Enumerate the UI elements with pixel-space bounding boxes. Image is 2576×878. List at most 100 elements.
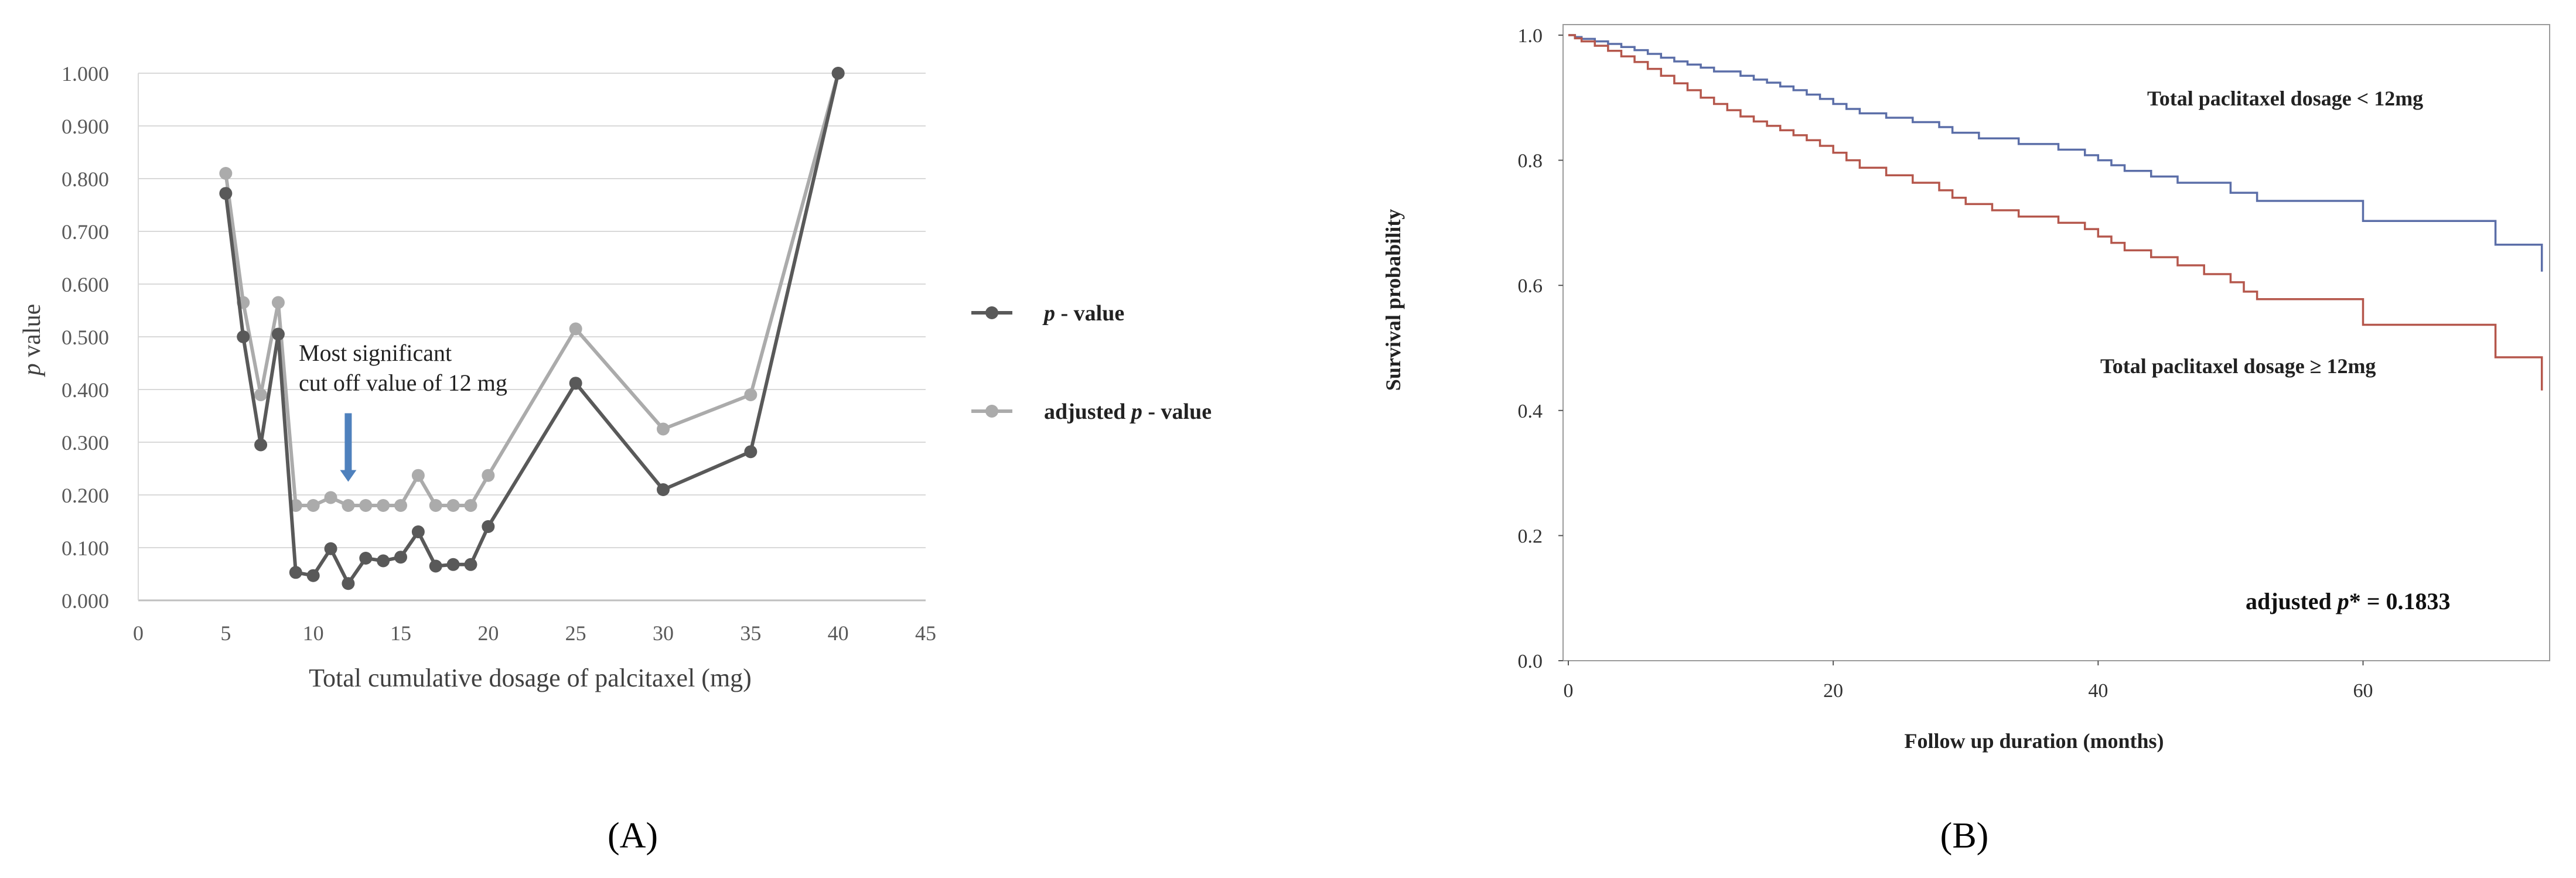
data-point [271, 296, 285, 309]
series-line [224, 73, 840, 507]
data-point [464, 558, 477, 571]
panel-b-y-tick-label: 0.6 [1518, 275, 1543, 297]
data-point [394, 499, 407, 512]
survival-curve-low-dosage [1568, 34, 2543, 272]
data-point [429, 559, 442, 573]
panel-b-survival-curves [1568, 34, 2543, 391]
data-point [446, 499, 460, 512]
series-line [224, 73, 840, 586]
data-point [377, 554, 390, 568]
panel-a-y-tick-label: 0.300 [62, 431, 109, 455]
panel-b-y-tick-label: 0.2 [1518, 525, 1543, 547]
data-point [831, 67, 845, 80]
data-point [254, 438, 268, 452]
panel-a-x-tick-label: 25 [565, 621, 586, 645]
survival-curve-high-dosage [1568, 34, 2543, 391]
data-point [657, 483, 670, 496]
panel-a-x-tick-label: 0 [133, 621, 144, 645]
panel-a-series [219, 67, 845, 590]
data-point [657, 422, 670, 436]
panel-b-x-axis-label: Follow up duration (months) [1904, 729, 2164, 753]
data-point [464, 499, 477, 512]
panel-a-annotation-line2: cut off value of 12 mg [299, 370, 507, 396]
panel-b-plot-frame [1562, 24, 2550, 661]
data-point [324, 542, 337, 555]
panel-a-x-tick-label: 15 [390, 621, 411, 645]
panel-a-annotation-arrow [340, 413, 357, 482]
arrow-head [340, 470, 357, 482]
data-point [429, 499, 442, 512]
data-point [744, 388, 758, 401]
panel-b-x-tick-label: 40 [2088, 680, 2108, 702]
data-point [482, 520, 495, 533]
panel-a-y-tick-label: 0.700 [62, 220, 109, 244]
panel-a-y-tick-labels: 0.000 0.100 0.200 0.300 0.400 0.500 0.600 0.700… [62, 62, 109, 613]
data-point [254, 388, 268, 401]
panel-b-y-tick-labels: 0.0 0.2 0.4 0.6 0.8 1.0 [1518, 25, 1543, 672]
data-point [342, 499, 355, 512]
legend-item-p-value: p - value [971, 301, 1124, 326]
data-point [446, 558, 460, 571]
svg-text:p - value: p - value [1042, 301, 1124, 326]
data-point [324, 491, 337, 504]
panel-a-axes [138, 73, 926, 602]
data-point [237, 330, 250, 343]
data-point [359, 552, 373, 565]
panel-a-y-tick-label: 0.600 [62, 273, 109, 296]
panel-a-x-tick-label: 30 [653, 621, 674, 645]
data-point [271, 327, 285, 341]
panel-b-x-tick-label: 60 [2353, 680, 2373, 702]
panel-a-x-tick-label: 45 [915, 621, 936, 645]
data-point [306, 569, 320, 582]
panel-a-y-tick-label: 0.200 [62, 484, 109, 507]
panel-b-curve-label-low: Total paclitaxel dosage < 12mg [2147, 87, 2423, 110]
panel-b-axes [1558, 35, 2364, 665]
panel-a-x-tick-labels: 0 5 10 15 20 25 30 35 40 45 [133, 621, 936, 645]
data-point [219, 167, 233, 180]
panel-b-chart: 0.0 0.2 0.4 0.6 0.8 1.0 0 20 40 60 Total paclita… [1381, 24, 2550, 856]
data-point [569, 322, 582, 336]
panel-a-label: (A) [608, 816, 658, 856]
panel-a-annotation-line1: Most significant [299, 340, 452, 366]
panel-a-y-axis-label: p value [19, 304, 46, 377]
panel-b-y-axis-label: Survival probability [1381, 209, 1405, 391]
panel-a-x-axis-label: Total cumulative dosage of palcitaxel (m… [309, 664, 752, 692]
data-point [306, 499, 320, 512]
panel-b-curve-label-high: Total paclitaxel dosage ≥ 12mg [2100, 354, 2376, 378]
data-point [411, 525, 425, 538]
data-point [377, 499, 390, 512]
panel-a-y-tick-label: 0.500 [62, 326, 109, 349]
panel-a-gridlines [138, 73, 926, 548]
data-point [482, 469, 495, 482]
panel-a-y-tick-label: 0.800 [62, 168, 109, 191]
data-point [569, 377, 582, 390]
panel-b-x-tick-labels: 0 20 40 60 [1564, 680, 2373, 702]
panel-b-label: (B) [1940, 816, 1989, 856]
panel-b-x-tick-label: 0 [1564, 680, 1574, 702]
data-point [359, 499, 373, 512]
panel-a-chart: 0.000 0.100 0.200 0.300 0.400 0.500 0.600 0.700… [19, 62, 1212, 856]
legend-item-adjusted-p-value: adjusted p - value [971, 399, 1212, 424]
data-point [411, 469, 425, 482]
panel-b-adjusted-p-annotation: adjusted p* = 0.1833 [2246, 588, 2451, 614]
panel-a-y-tick-label: 0.400 [62, 378, 109, 402]
data-point [394, 551, 407, 564]
panel-b-y-tick-label: 1.0 [1518, 25, 1543, 47]
data-point [342, 577, 355, 590]
panel-a-x-tick-label: 5 [220, 621, 231, 645]
panel-a-x-tick-label: 35 [740, 621, 761, 645]
panel-a-y-tick-label: 1.000 [62, 62, 109, 86]
data-point [219, 187, 233, 200]
panel-a-x-tick-label: 10 [303, 621, 324, 645]
panel-b-x-tick-label: 20 [1823, 680, 1843, 702]
svg-text:adjusted p - value: adjusted p - value [1044, 399, 1212, 424]
panel-a-legend: p - value adjusted p - value [971, 301, 1212, 424]
series-p-value [219, 67, 845, 590]
panel-a-x-tick-label: 20 [477, 621, 499, 645]
panel-a-y-tick-label: 0.000 [62, 589, 109, 613]
data-point [744, 445, 758, 459]
panel-a-x-tick-label: 40 [828, 621, 849, 645]
panel-a-y-tick-label: 0.100 [62, 537, 109, 560]
panel-b-y-tick-label: 0.0 [1518, 651, 1543, 672]
